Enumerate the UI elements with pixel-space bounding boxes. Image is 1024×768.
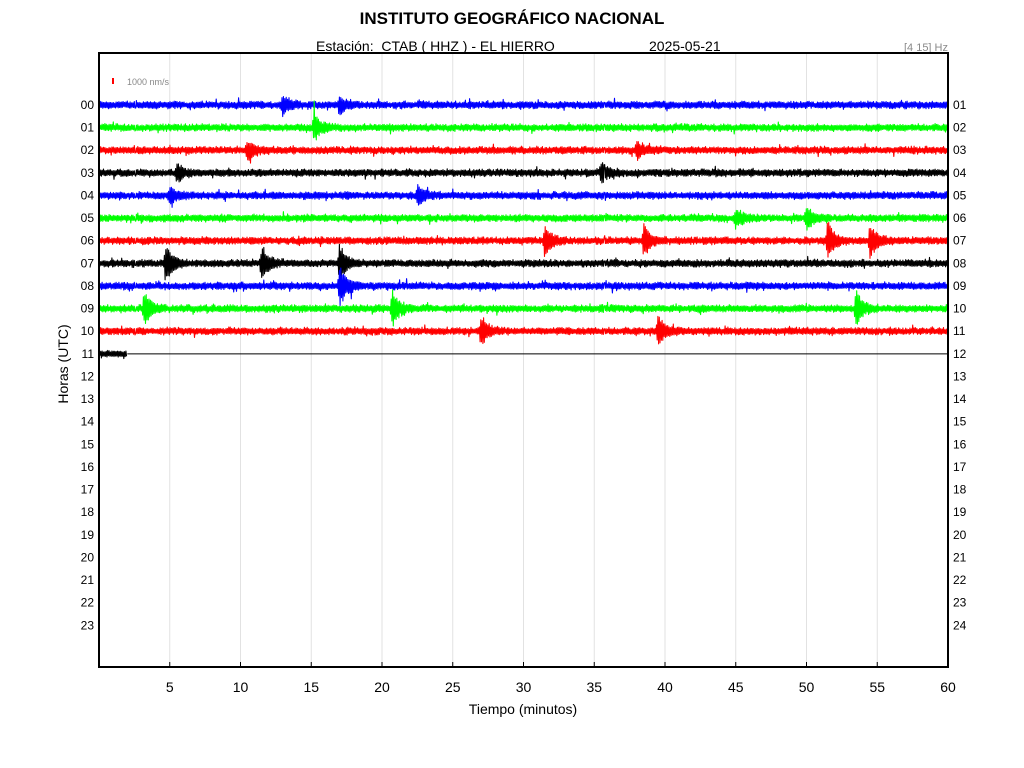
hour-label-right: 10: [953, 302, 967, 316]
hour-label-left: 03: [81, 166, 95, 180]
hour-label-right: 17: [953, 460, 967, 474]
amplitude-scale: 1000 nm/s: [112, 77, 170, 87]
x-tick-label: 25: [445, 679, 461, 695]
hour-label-left: 09: [81, 302, 95, 316]
hour-label-right: 21: [953, 550, 967, 564]
hour-label-right: 11: [953, 324, 966, 338]
hour-label-left: 00: [81, 98, 95, 112]
x-tick-label: 35: [586, 679, 602, 695]
seismic-trace: [99, 100, 949, 141]
hour-label-left: 23: [81, 618, 95, 632]
hour-label-left: 07: [81, 256, 95, 270]
hour-label-left: 17: [81, 483, 95, 497]
hour-label-right: 15: [953, 415, 967, 429]
seismic-trace: [99, 243, 949, 281]
hour-label-left: 20: [81, 550, 95, 564]
grid-lines: [169, 53, 949, 667]
seismic-trace: [99, 207, 949, 231]
hour-label-right: 24: [953, 618, 967, 632]
hour-label-left: 16: [81, 460, 95, 474]
hour-label-right: 18: [953, 483, 967, 497]
filter-band: [4 15] Hz: [903, 42, 948, 54]
hour-label-left: 15: [81, 437, 95, 451]
chart-title: INSTITUTO GEOGRÁFICO NACIONAL: [359, 9, 665, 28]
hour-label-left: 19: [81, 528, 95, 542]
seismic-trace: [99, 315, 949, 345]
hour-label-right: 14: [953, 392, 967, 406]
hour-label-left: 05: [81, 211, 95, 225]
x-tick-label: 45: [728, 679, 744, 695]
hour-label-right: 12: [953, 347, 967, 361]
hour-label-right: 04: [953, 166, 967, 180]
seismic-trace: [99, 184, 949, 208]
x-tick-label: 50: [799, 679, 815, 695]
hour-label-left: 13: [81, 392, 95, 406]
hour-label-left: 14: [81, 415, 95, 429]
hour-label-left: 06: [81, 234, 95, 248]
x-axis-label: Tiempo (minutos): [468, 701, 578, 717]
hour-label-left: 04: [81, 188, 95, 202]
hour-label-right: 20: [953, 528, 967, 542]
hour-label-right: 02: [953, 121, 967, 135]
hour-label-left: 22: [81, 596, 95, 610]
seismic-trace: [99, 289, 949, 327]
hour-label-right: 07: [953, 234, 967, 248]
seismic-trace: [99, 267, 949, 307]
x-tick-label: 60: [940, 679, 956, 695]
hour-label-right: 06: [953, 211, 967, 225]
x-tick-label: 20: [374, 679, 390, 695]
x-tick-label: 15: [303, 679, 319, 695]
hour-label-left: 11: [82, 347, 95, 361]
seismic-trace: [99, 349, 128, 360]
x-tick-label: 5: [166, 679, 174, 695]
seismic-trace: [99, 96, 949, 118]
hour-label-left: 08: [81, 279, 95, 293]
hour-label-left: 12: [81, 369, 95, 383]
hour-label-right: 23: [953, 596, 967, 610]
seismic-traces: [99, 96, 949, 360]
hour-label-left: 18: [81, 505, 95, 519]
hour-label-right: 13: [953, 369, 967, 383]
hour-label-right: 08: [953, 256, 967, 270]
x-tick-label: 55: [869, 679, 885, 695]
hour-label-right: 22: [953, 573, 967, 587]
hour-label-left: 02: [81, 143, 95, 157]
x-tick-label: 10: [233, 679, 249, 695]
hour-label-left: 10: [81, 324, 95, 338]
x-tick-label: 40: [657, 679, 673, 695]
seismic-trace: [99, 141, 949, 164]
scale-label: 1000 nm/s: [127, 77, 170, 87]
x-tick-label: 30: [516, 679, 532, 695]
hour-label-left: 01: [81, 121, 95, 135]
seismic-trace: [99, 162, 949, 184]
hour-label-left: 21: [81, 573, 95, 587]
axis-labels: 5 10 15 20 25 30 35 40 45 50 55 60 00 01 02 03 04 05 06 07 0…: [81, 98, 967, 695]
seismic-trace: [99, 221, 949, 259]
hour-label-right: 16: [953, 437, 967, 451]
hour-label-right: 05: [953, 188, 967, 202]
hour-label-right: 01: [953, 98, 967, 112]
station-info: Estación: CTAB ( HHZ ) - EL HIERRO: [316, 38, 555, 54]
hour-label-right: 09: [953, 279, 967, 293]
plot-frame: [98, 52, 949, 668]
record-date: 2025-05-21: [649, 38, 721, 54]
hour-label-right: 19: [953, 505, 967, 519]
hour-label-right: 03: [953, 143, 967, 157]
